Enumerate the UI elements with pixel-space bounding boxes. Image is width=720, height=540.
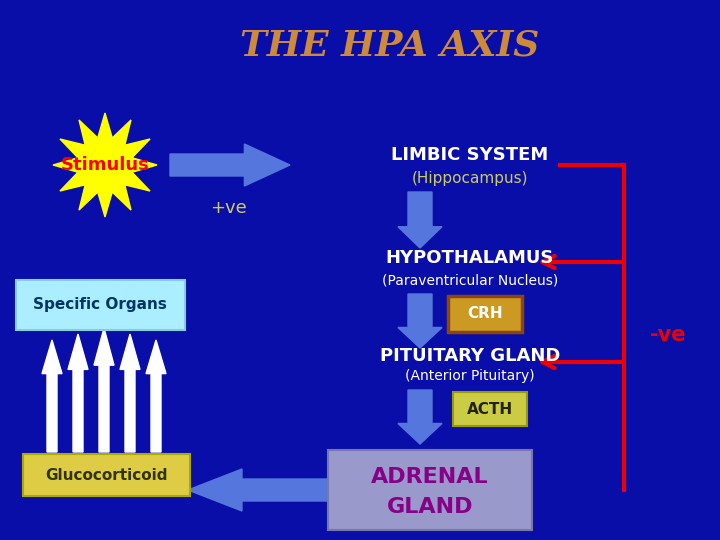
- Polygon shape: [146, 340, 166, 452]
- Polygon shape: [42, 340, 62, 452]
- Text: (Paraventricular Nucleus): (Paraventricular Nucleus): [382, 273, 558, 287]
- FancyBboxPatch shape: [328, 450, 532, 530]
- FancyBboxPatch shape: [23, 454, 190, 496]
- Polygon shape: [53, 113, 157, 217]
- Polygon shape: [94, 328, 114, 452]
- FancyBboxPatch shape: [453, 392, 527, 426]
- Text: THE HPA AXIS: THE HPA AXIS: [240, 28, 540, 62]
- Text: ADRENAL: ADRENAL: [372, 467, 489, 487]
- FancyBboxPatch shape: [448, 296, 522, 332]
- Text: +ve: +ve: [210, 199, 246, 217]
- Text: Glucocorticoid: Glucocorticoid: [45, 468, 167, 483]
- Text: Specific Organs: Specific Organs: [33, 298, 167, 313]
- Text: (Hippocampus): (Hippocampus): [412, 171, 528, 186]
- Text: LIMBIC SYSTEM: LIMBIC SYSTEM: [392, 146, 549, 164]
- Text: (Anterior Pituitary): (Anterior Pituitary): [405, 369, 535, 383]
- Polygon shape: [398, 390, 442, 444]
- Text: CRH: CRH: [467, 307, 503, 321]
- Text: Stimulus: Stimulus: [60, 156, 149, 174]
- Polygon shape: [120, 334, 140, 452]
- Polygon shape: [398, 192, 442, 248]
- Text: ACTH: ACTH: [467, 402, 513, 416]
- Polygon shape: [170, 144, 290, 186]
- Text: PITUITARY GLAND: PITUITARY GLAND: [380, 347, 560, 365]
- Text: GLAND: GLAND: [387, 497, 473, 517]
- Polygon shape: [68, 334, 88, 452]
- Text: HYPOTHALAMUS: HYPOTHALAMUS: [386, 249, 554, 267]
- Text: -ve: -ve: [649, 325, 686, 345]
- FancyBboxPatch shape: [16, 280, 185, 330]
- Polygon shape: [398, 294, 442, 348]
- Polygon shape: [188, 469, 330, 511]
